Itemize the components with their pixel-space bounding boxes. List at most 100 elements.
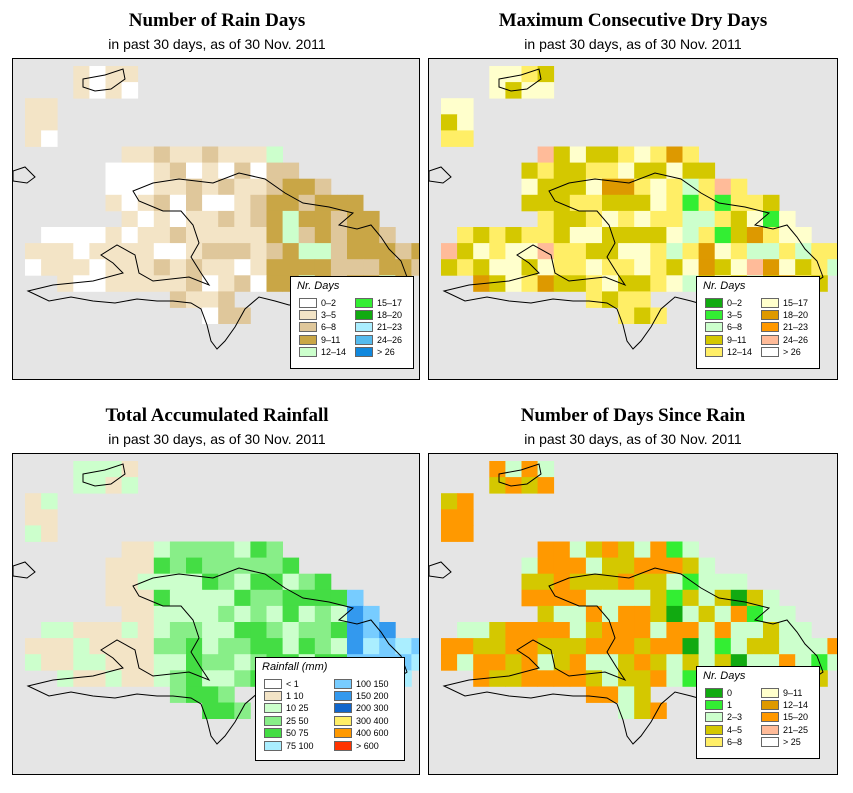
grid-cell xyxy=(473,638,490,655)
legend-item: 300 400 xyxy=(334,715,389,726)
legend-item: 100 150 xyxy=(334,678,389,689)
legend-title: Rainfall (mm) xyxy=(262,661,328,673)
legend-swatch xyxy=(355,334,373,345)
grid-cell xyxy=(363,605,380,623)
grid-cell xyxy=(347,622,364,639)
grid-cell xyxy=(682,622,699,639)
grid-cell xyxy=(553,146,571,163)
grid-cell xyxy=(218,146,235,163)
legend-swatch xyxy=(334,740,352,751)
grid-cell xyxy=(363,638,380,655)
grid-cell xyxy=(441,130,458,147)
grid-cell xyxy=(186,573,203,591)
legend-label: 24–26 xyxy=(377,334,403,345)
grid-cell xyxy=(41,130,58,147)
grid-cell xyxy=(569,605,587,623)
grid-cell xyxy=(282,194,300,212)
legend-swatch xyxy=(705,712,723,723)
grid-cell xyxy=(553,227,571,244)
grid-cell xyxy=(105,557,122,575)
grid-cell xyxy=(234,243,251,260)
legend-swatch xyxy=(761,687,779,698)
grid-cell xyxy=(234,178,251,196)
legend-item: 6–8 xyxy=(705,737,742,748)
grid-cell xyxy=(698,178,716,196)
grid-cell xyxy=(763,605,780,623)
grid-cell xyxy=(441,638,458,655)
grid-cell xyxy=(266,605,283,623)
grid-cell xyxy=(314,210,332,228)
grid-cell xyxy=(537,557,555,575)
grid-cell xyxy=(137,654,155,671)
legend-item: 10 25 xyxy=(264,703,309,714)
grid-cell xyxy=(618,291,635,308)
grid-cell xyxy=(234,573,251,591)
legend-item: 1 10 xyxy=(264,690,304,701)
grid-cell xyxy=(202,227,219,244)
grid-cell xyxy=(266,162,283,180)
grid-cell xyxy=(169,589,187,607)
grid-cell xyxy=(250,162,267,180)
grid-cell xyxy=(202,654,219,671)
grid-cell xyxy=(25,243,42,260)
grid-cell xyxy=(569,670,587,687)
grid-cell xyxy=(218,227,235,244)
legend-item: 1 xyxy=(705,699,732,710)
grid-cell xyxy=(763,194,780,212)
grid-cell xyxy=(746,210,764,228)
grid-cell xyxy=(505,461,522,478)
grid-cell xyxy=(714,589,732,607)
grid-cell xyxy=(137,573,155,591)
grid-cell xyxy=(25,130,42,147)
grid-cell xyxy=(618,622,635,639)
grid-cell xyxy=(186,259,203,276)
grid-cell xyxy=(218,589,235,607)
grid-cell xyxy=(169,178,187,196)
grid-cell xyxy=(298,589,316,607)
grid-cell xyxy=(169,654,187,671)
grid-cell xyxy=(457,509,474,526)
legend-item: 150 200 xyxy=(334,690,389,701)
grid-cell xyxy=(585,178,603,196)
grid-cell xyxy=(714,573,732,591)
grid-cell xyxy=(698,605,716,623)
grid-cell xyxy=(489,622,506,639)
grid-cell xyxy=(746,622,764,639)
grid-cell xyxy=(537,605,555,623)
grid-cell xyxy=(186,291,203,308)
grid-cell xyxy=(169,243,187,260)
grid-cell xyxy=(347,194,364,212)
grid-cell xyxy=(121,670,139,687)
grid-cell xyxy=(634,686,651,703)
grid-cell xyxy=(266,275,283,292)
grid-cell xyxy=(169,275,187,292)
grid-cell xyxy=(634,589,651,607)
grid-cell xyxy=(634,291,651,308)
grid-cell xyxy=(186,654,203,671)
grid-cell xyxy=(153,275,171,292)
grid-cell xyxy=(330,259,348,276)
legend-label: 0–2 xyxy=(321,297,337,308)
grid-cell xyxy=(347,589,364,607)
grid-cell xyxy=(330,638,348,655)
grid-cell xyxy=(505,66,522,83)
grid-cell xyxy=(585,243,603,260)
grid-cell xyxy=(618,605,635,623)
grid-cell xyxy=(650,557,667,575)
grid-cell xyxy=(714,259,732,276)
grid-cell xyxy=(105,638,122,655)
grid-cell xyxy=(602,654,619,671)
legend-label: 25 50 xyxy=(286,715,309,726)
grid-cell xyxy=(202,275,219,292)
grid-cell xyxy=(521,670,538,687)
grid-cell xyxy=(457,638,474,655)
grid-cell xyxy=(234,557,251,575)
grid-cell xyxy=(650,243,667,260)
grid-cell xyxy=(650,178,667,196)
legend-label: 21–23 xyxy=(783,322,809,333)
grid-cell xyxy=(521,162,538,180)
grid-cell xyxy=(585,638,603,655)
grid-cell xyxy=(489,461,506,478)
grid-cell xyxy=(585,162,603,180)
legend-swatch xyxy=(355,322,373,333)
